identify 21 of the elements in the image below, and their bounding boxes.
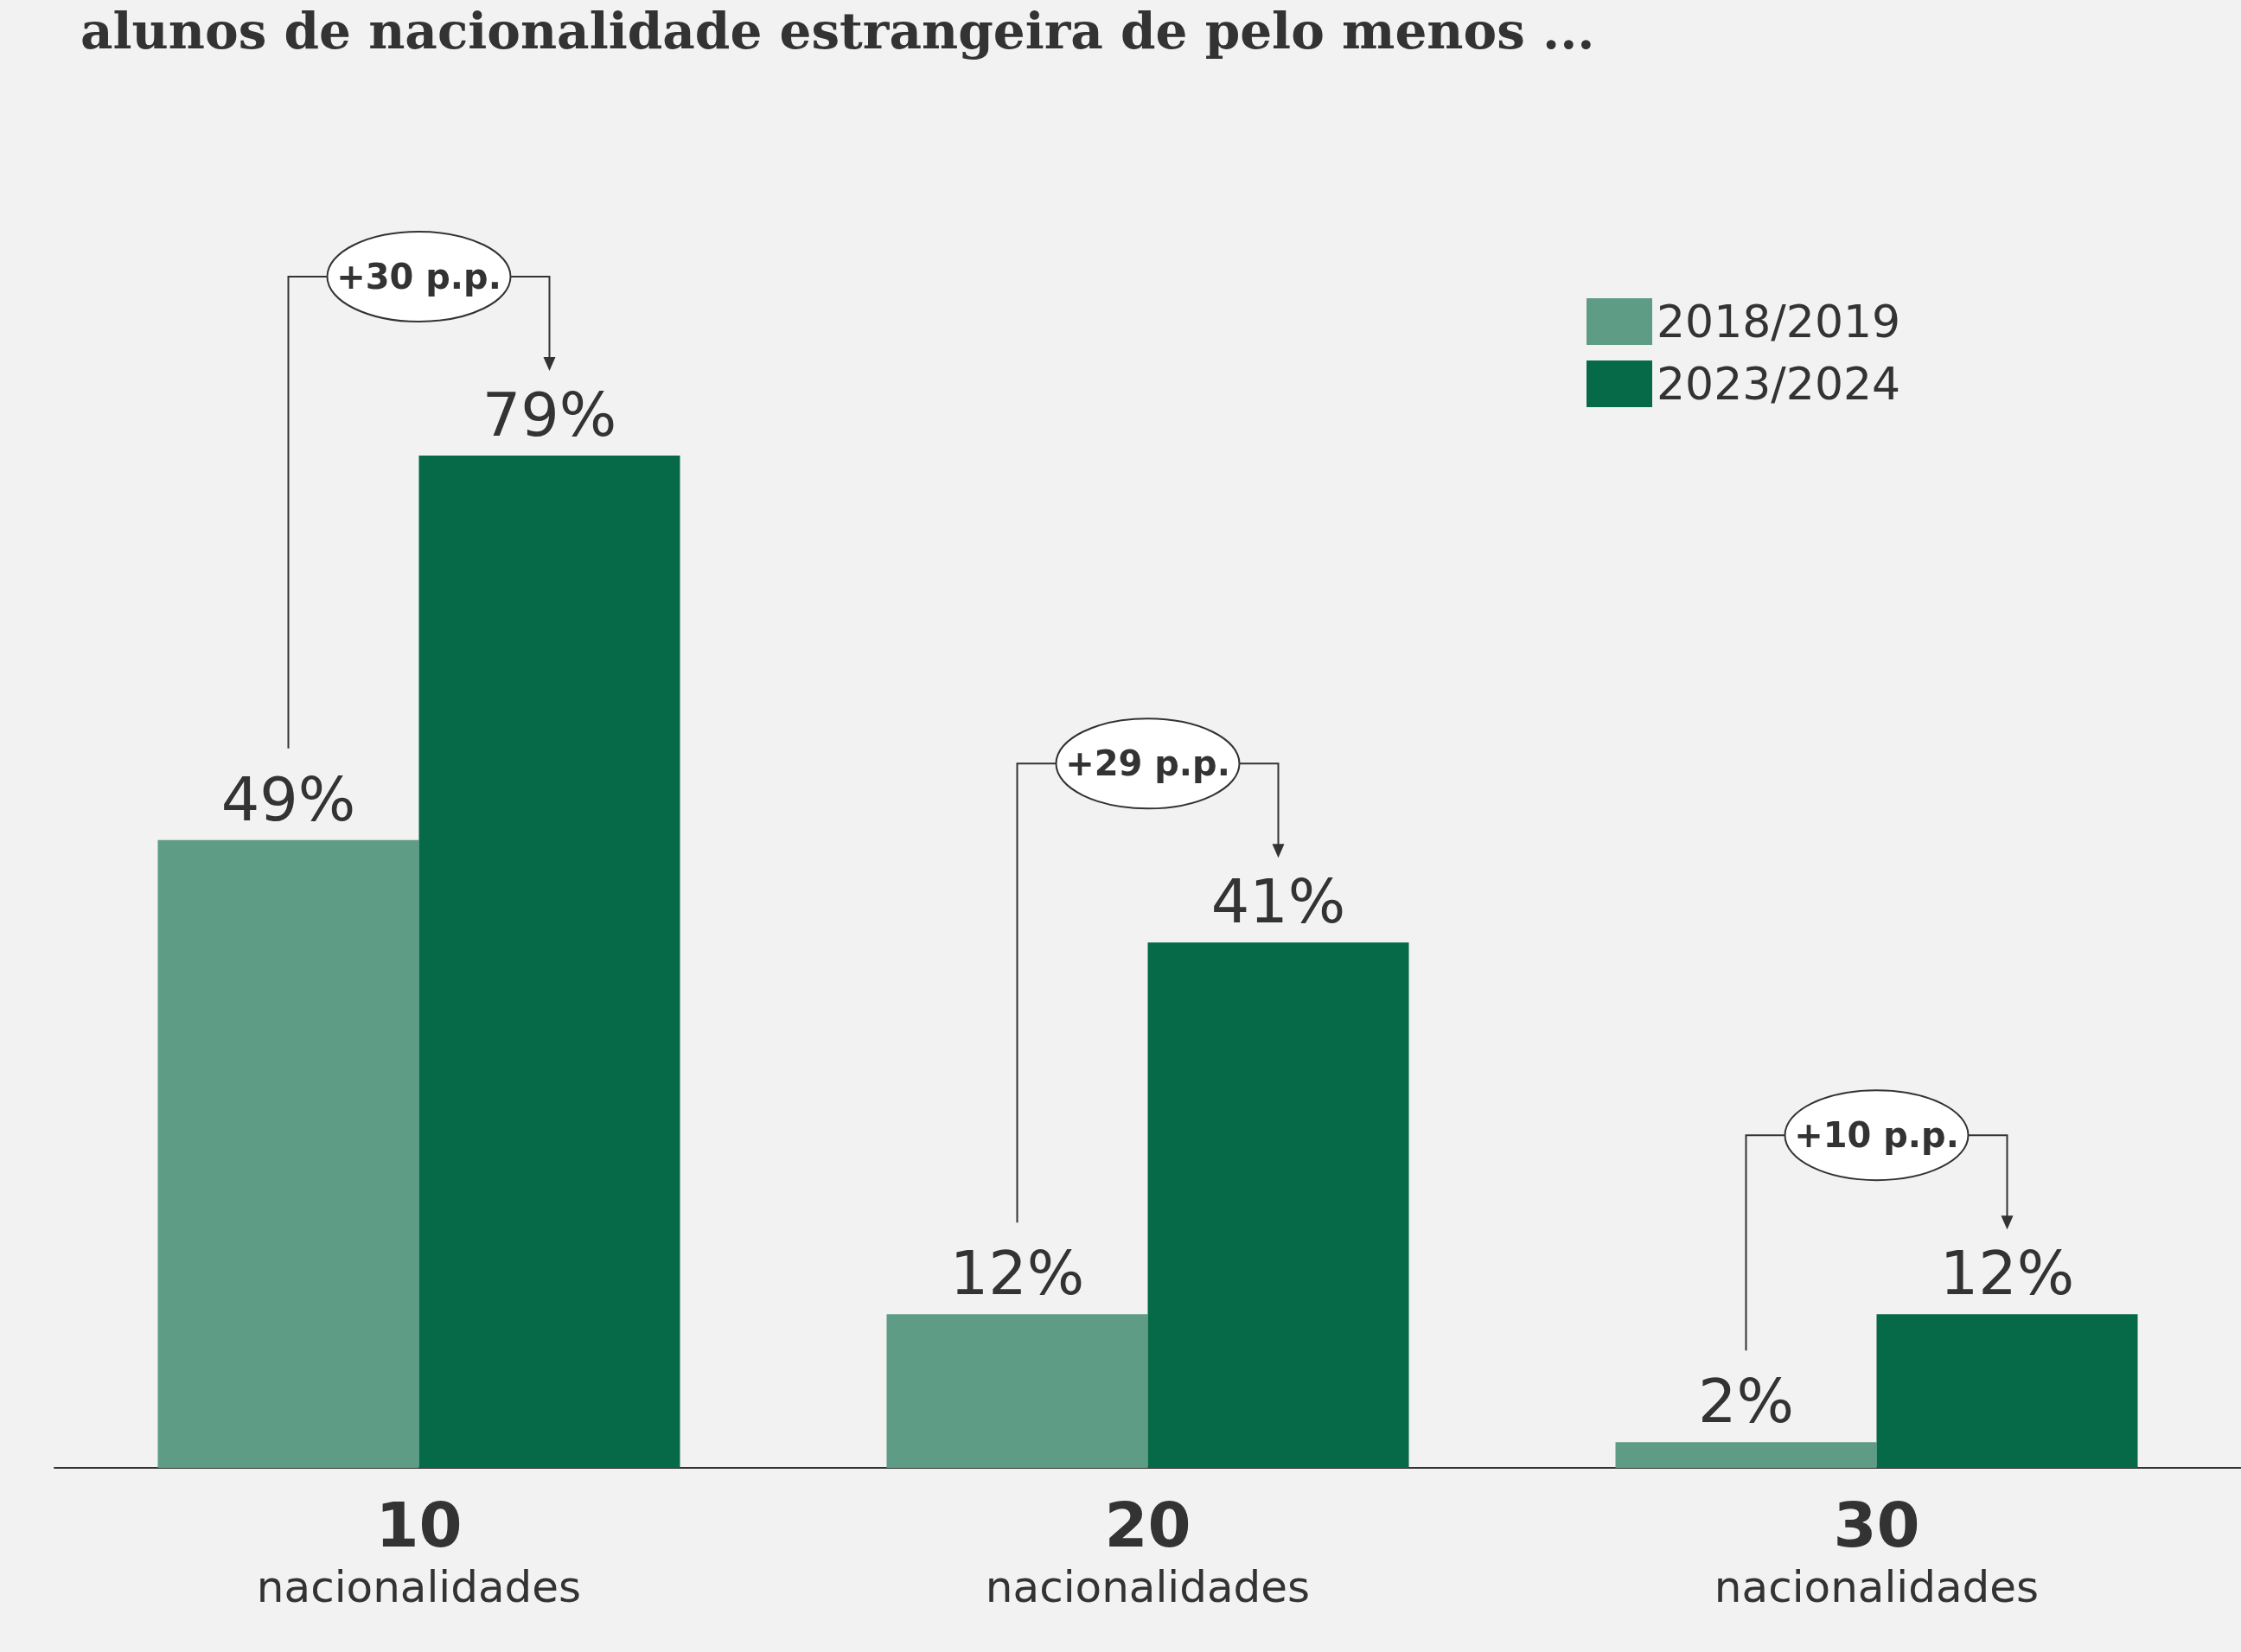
data-label: 12% bbox=[949, 1238, 1085, 1310]
bar bbox=[1876, 1314, 2138, 1468]
data-label: 41% bbox=[1210, 866, 1346, 938]
legend-label: 2023/2024 bbox=[1657, 358, 1901, 410]
legend-label: 2018/2019 bbox=[1657, 296, 1901, 348]
x-tick-label: 30 nacionalidades bbox=[1714, 1489, 2040, 1612]
data-label: 12% bbox=[1939, 1238, 2075, 1310]
bar bbox=[418, 456, 680, 1468]
bar bbox=[886, 1314, 1148, 1468]
bar bbox=[157, 839, 419, 1468]
annotation: +29 p.p. bbox=[1065, 743, 1230, 784]
data-label: 49% bbox=[220, 763, 356, 835]
bar bbox=[1615, 1442, 1877, 1468]
text: +30 p.p. bbox=[336, 257, 501, 297]
data-label: 79% bbox=[482, 380, 617, 450]
annotation: +10 p.p. bbox=[1794, 1115, 1959, 1156]
chart-title: alunos de nacionalidade estrangeira de pelo menos ... bbox=[80, 2, 1595, 61]
bar bbox=[1147, 942, 1409, 1468]
data-label: 2% bbox=[1697, 1366, 1795, 1438]
x-tick-label: 20 nacionalidades bbox=[985, 1489, 1311, 1612]
x-tick-label: 10 nacionalidades bbox=[256, 1489, 582, 1612]
